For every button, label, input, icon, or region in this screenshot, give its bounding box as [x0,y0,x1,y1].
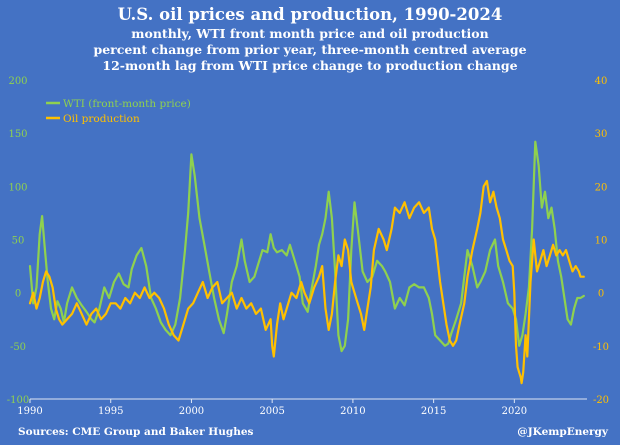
right-tick-label: -10 [593,342,609,353]
x-tick-label: 2020 [502,406,527,417]
x-tick-label: 1995 [98,406,123,417]
author-credit: @JKempEnergy [517,426,608,438]
x-tick-label: 2015 [421,406,446,417]
chart-subtitle-1: monthly, WTI front month price and oil p… [131,26,489,41]
x-tick-label: 2000 [179,406,204,417]
x-tick-label: 1990 [17,406,42,417]
chart-title: U.S. oil prices and production, 1990-202… [117,5,503,24]
x-tick-label: 2005 [259,406,284,417]
chart-subtitle-2: percent change from prior year, three-mo… [93,42,527,57]
x-tick-label: 2010 [340,406,365,417]
right-tick-label: 10 [595,236,608,247]
legend-item-wti-label: WTI (front-month price) [63,98,191,110]
right-tick-label: 40 [595,76,608,87]
series-line-production [28,179,585,385]
right-tick-label: 30 [595,129,608,140]
chart-subtitle-3: 12-month lag from WTI price change to pr… [102,58,518,73]
left-tick-label: -50 [10,342,26,353]
legend-item-production-label: Oil production [63,113,140,125]
left-tick-label: 0 [15,289,21,300]
right-tick-label: 20 [595,182,608,193]
left-tick-label: 200 [8,76,27,87]
right-tick-label: -20 [593,395,609,406]
left-tick-label: -100 [7,395,29,406]
source-note: Sources: CME Group and Baker Hughes [18,426,254,438]
series-line-wti [28,140,585,353]
left-tick-label: 100 [8,182,27,193]
right-tick-label: 0 [598,289,604,300]
left-tick-label: 150 [8,129,27,140]
left-tick-label: 50 [12,236,25,247]
